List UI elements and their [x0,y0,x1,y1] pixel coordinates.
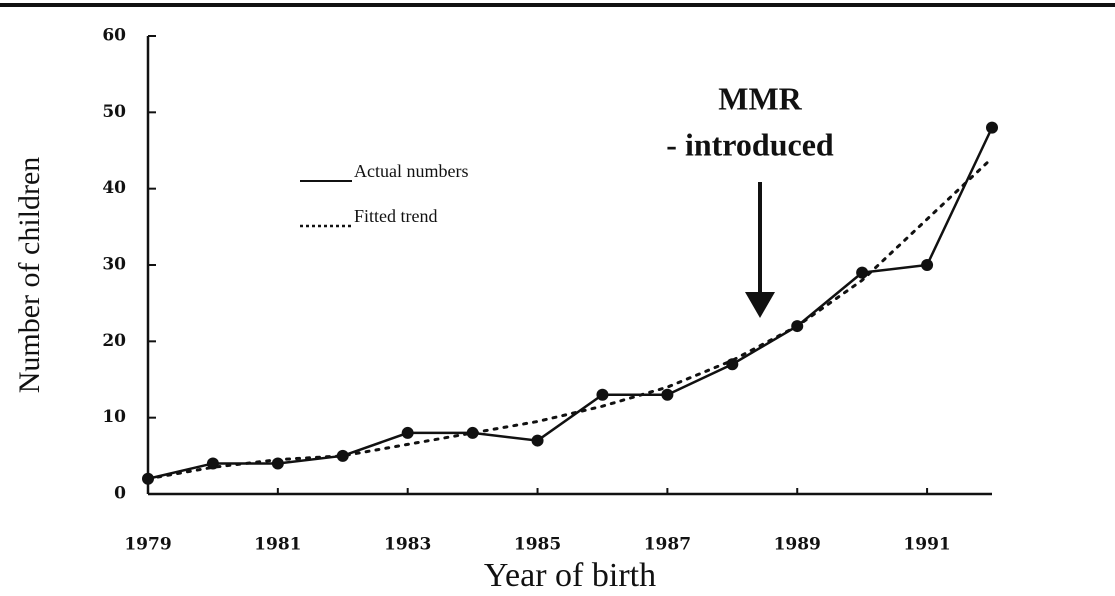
y-tick-label: 20 [102,331,126,351]
x-tick-label: 1979 [124,535,171,555]
annotation: MMR [718,80,802,116]
series-line [146,156,994,481]
data-point [401,426,414,439]
data-point [596,388,609,401]
data-point [856,266,869,279]
data-point [986,121,998,134]
y-tick-label: 50 [102,102,126,122]
x-tick-label: 1987 [644,535,691,555]
arrow-head [745,292,775,318]
legend-label: Fitted trend [354,206,438,226]
y-tick-label: 30 [102,255,126,275]
x-tick-label: 1991 [903,535,950,555]
y-tick-label: 40 [102,178,126,198]
x-tick-label: 1981 [254,535,301,555]
data-point [921,259,934,271]
data-point [531,434,544,447]
y-tick-label: 60 [102,26,126,46]
annotation: - introduced [666,126,834,162]
data-point [726,358,739,371]
data-point [466,426,479,439]
x-tick-label: 1985 [514,535,561,555]
x-tick-label: 1989 [774,535,821,555]
data-point [661,388,674,401]
x-axis-label: Year of birth [484,557,656,594]
x-tick-label: 1983 [384,535,431,555]
y-axis-label: Number of children [13,157,46,394]
legend-label: Actual numbers [354,161,468,181]
y-tick-label: 0 [114,484,126,504]
series-line [146,126,994,480]
data-point [271,457,284,470]
data-point [336,449,349,462]
y-tick-label: 10 [102,407,126,427]
